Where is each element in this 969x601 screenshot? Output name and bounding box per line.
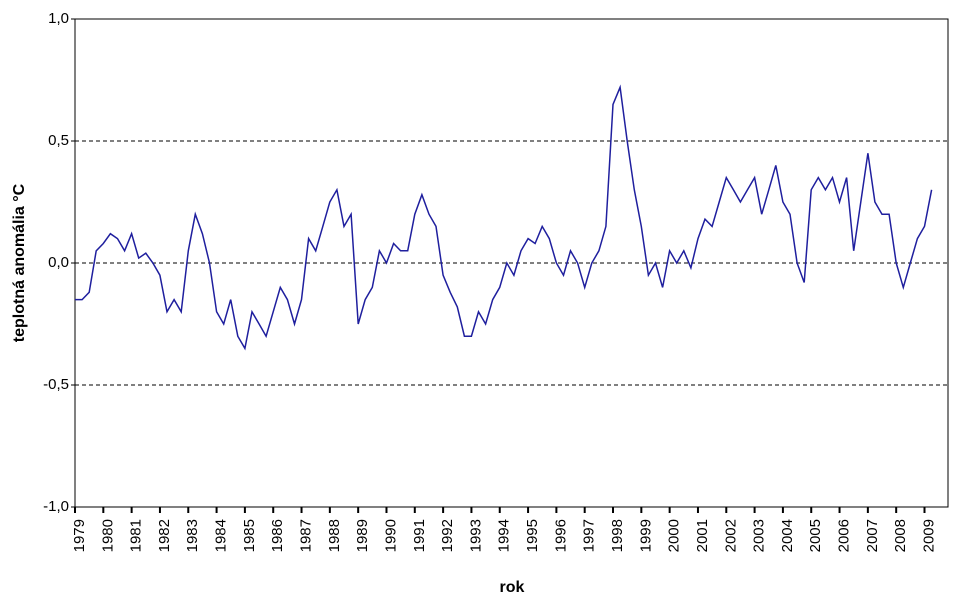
x-tick-label: 1987 (298, 519, 315, 552)
x-tick-label: 1988 (326, 519, 343, 552)
x-tick-label: 1984 (213, 519, 230, 552)
x-tick-label: 2002 (722, 519, 739, 552)
y-tick-label: 0,5 (48, 132, 69, 149)
x-tick-label: 2005 (807, 519, 824, 552)
y-tick-label: -0,5 (43, 376, 69, 393)
y-tick-label: 0,0 (48, 254, 69, 271)
x-tick-label: 1993 (467, 519, 484, 552)
x-tick-label: 1999 (637, 519, 654, 552)
x-tick-label: 2004 (779, 519, 796, 552)
x-tick-label: 1986 (269, 519, 286, 552)
x-tick-label: 2006 (836, 519, 853, 552)
x-tick-label: 2009 (920, 519, 937, 552)
x-tick-label: 1997 (581, 519, 598, 552)
x-axis-title: rok (500, 579, 525, 596)
x-tick-label: 1995 (524, 519, 541, 552)
y-tick-label: -1,0 (43, 498, 69, 515)
x-tick-label: 1990 (382, 519, 399, 552)
x-tick-label: 1996 (552, 519, 569, 552)
x-tick-label: 1983 (184, 519, 201, 552)
x-tick-label: 1982 (156, 519, 173, 552)
x-tick-label: 1992 (439, 519, 456, 552)
x-tick-label: 1998 (609, 519, 626, 552)
x-tick-label: 1994 (496, 519, 513, 552)
x-tick-label: 2008 (892, 519, 909, 552)
x-tick-label: 1985 (241, 519, 258, 552)
y-tick-label: 1,0 (48, 10, 69, 27)
x-tick-label: 1991 (411, 519, 428, 552)
x-tick-label: 1979 (71, 519, 88, 552)
x-tick-label: 1981 (128, 519, 145, 552)
y-axis-title: teplotná anomália °C (11, 183, 28, 342)
data-line (75, 84, 933, 351)
x-tick-label: 2003 (751, 519, 768, 552)
plot-frame (74, 18, 949, 508)
x-tick-label: 2007 (864, 519, 881, 552)
x-tick-label: 1980 (99, 519, 116, 552)
x-tick-label: 1989 (354, 519, 371, 552)
x-tick-label: 2001 (694, 519, 711, 552)
x-tick-label: 2000 (666, 519, 683, 552)
